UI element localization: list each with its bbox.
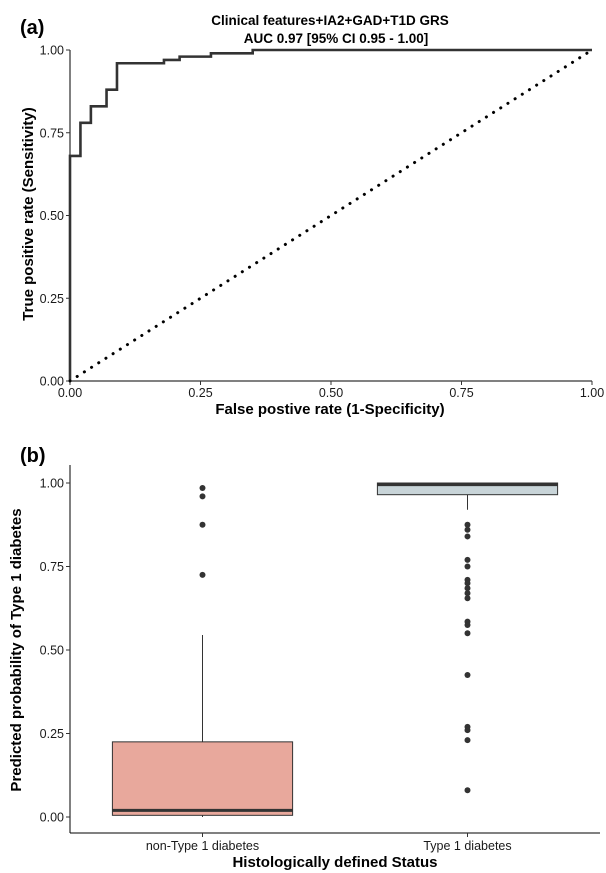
- box-outlier-point: [464, 521, 471, 528]
- panel-label-a: (a): [20, 17, 44, 39]
- boxplot-x-axis-title: Histologically defined Status: [232, 854, 437, 871]
- box-outlier-point: [464, 533, 471, 540]
- box-outlier-point: [464, 737, 471, 744]
- roc-y-tick-label: 1.00: [40, 44, 64, 58]
- roc-panel: (a) Clinical features+IA2+GAD+T1D GRS AU…: [20, 13, 604, 418]
- roc-x-tick-label: 0.00: [58, 386, 82, 400]
- box-outlier-point: [464, 585, 471, 592]
- box-outlier-point: [464, 526, 471, 533]
- box-outlier-point: [464, 672, 471, 679]
- boxplot-plot-area: 0.00 0.25 0.50 0.75 1.00 non-Type 1 diabetes T…: [40, 465, 600, 853]
- boxplot-y-tick-label: 0.25: [40, 727, 64, 741]
- box-body: [376, 482, 559, 496]
- roc-title: Clinical features+IA2+GAD+T1D GRS: [211, 13, 448, 28]
- roc-y-tick-label: 0.25: [40, 292, 64, 306]
- boxplot-x-tick-label: non-Type 1 diabetes: [146, 839, 259, 853]
- box-outlier-point: [199, 571, 206, 578]
- box-body: [111, 741, 294, 816]
- roc-x-tick-label: 0.75: [449, 386, 473, 400]
- box-outlier-point: [464, 727, 471, 734]
- roc-x-axis-title: False postive rate (1-Specificity): [215, 401, 444, 418]
- roc-x-tick-label: 0.25: [188, 386, 212, 400]
- box-outlier-point: [464, 595, 471, 602]
- roc-x-tick-label: 1.00: [580, 386, 604, 400]
- boxplot-y-tick-label: 0.50: [40, 644, 64, 658]
- box-outlier-point: [464, 580, 471, 587]
- box-outlier-point: [199, 485, 206, 492]
- boxplot-y-axis-title: Predicted probability of Type 1 diabetes: [8, 508, 25, 791]
- box-outlier-point: [464, 621, 471, 628]
- boxplot-panel: (b) 0.00 0.25 0.50 0.75 1.00 non-Type 1 diabe…: [8, 445, 600, 871]
- box-outlier-point: [199, 493, 206, 500]
- box-outlier-point: [464, 556, 471, 563]
- roc-chance-line: [68, 48, 594, 383]
- box-outlier-point: [464, 630, 471, 637]
- roc-curve-line: [68, 48, 592, 381]
- roc-y-tick-label: 0.50: [40, 209, 64, 223]
- roc-subtitle: AUC 0.97 [95% CI 0.95 - 1.00]: [244, 31, 429, 46]
- panel-label-b: (b): [20, 445, 46, 467]
- boxplot-y-tick-label: 1.00: [40, 477, 64, 491]
- box-outlier-point: [464, 590, 471, 597]
- roc-plot-area: 0.00 0.25 0.50 0.75 1.00 0.00 0.25 0.50 0.75 1.00: [40, 44, 605, 401]
- boxplot-x-tick-label: Type 1 diabetes: [423, 839, 511, 853]
- boxplot-y-tick-label: 0.00: [40, 811, 64, 825]
- boxplot-y-tick-label: 0.75: [40, 560, 64, 574]
- roc-x-tick-label: 0.50: [319, 386, 343, 400]
- roc-y-tick-label: 0.00: [40, 375, 64, 389]
- box-outlier-point: [199, 521, 206, 528]
- box-outlier-point: [464, 563, 471, 570]
- roc-y-tick-label: 0.75: [40, 126, 64, 140]
- box-outlier-point: [464, 787, 471, 794]
- roc-y-axis-title: True positive rate (Sensitivity): [20, 107, 37, 320]
